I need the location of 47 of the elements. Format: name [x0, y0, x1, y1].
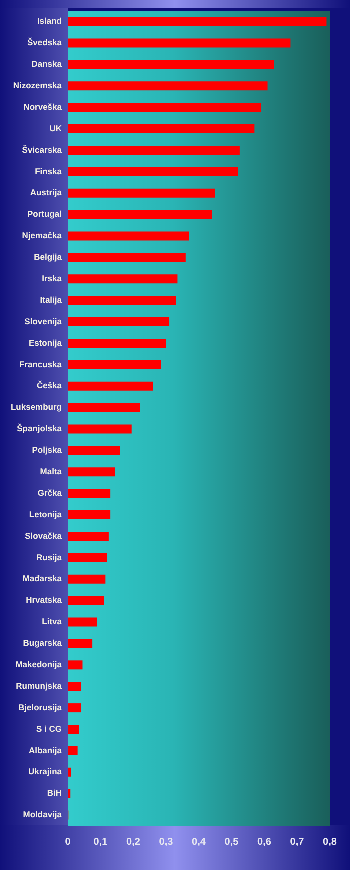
y-tick-label: Italija: [40, 294, 62, 305]
y-tick-label: Moldavija: [23, 810, 62, 820]
y-tick-label: S i CG: [36, 724, 62, 734]
y-tick-label: Njemačka: [22, 230, 62, 241]
y-tick-label: Irska: [42, 274, 62, 284]
y-tick-label: Belgija: [34, 252, 62, 262]
y-tick-label: Rusija: [36, 552, 62, 562]
y-tick-label: Norveška: [24, 102, 62, 112]
x-tick-label: 0,3: [159, 836, 174, 848]
y-tick-label: Austrija: [30, 188, 62, 198]
y-tick-label: Estonija: [28, 338, 62, 348]
y-tick-label: Finska: [35, 166, 62, 176]
x-tick-label: 0,1: [94, 836, 108, 848]
y-tick-label: Nizozemska: [13, 80, 62, 90]
y-tick-label: Poljska: [32, 445, 62, 456]
x-tick-label: 0,5: [224, 836, 240, 848]
y-tick-label: Češka: [36, 380, 62, 391]
y-tick-label: Francuska: [19, 359, 62, 370]
y-tick-label: Švicarska: [22, 144, 62, 155]
x-tick-label: 0,8: [323, 836, 338, 848]
y-tick-label: Slovenija: [24, 316, 62, 326]
y-tick-label: Albanija: [28, 745, 62, 756]
x-tick-label: 0,4: [192, 836, 206, 848]
y-tick-label: Danska: [32, 59, 62, 70]
y-tick-label: Bjelorusija: [18, 702, 62, 712]
y-tick-label: Ukrajina: [28, 766, 62, 777]
y-tick-label: Litva: [42, 616, 62, 627]
y-tick-label: Malta: [40, 466, 62, 477]
y-tick-label: Švedska: [28, 38, 62, 48]
y-tick-label: UK: [50, 123, 63, 134]
y-tick-label: Rumunjska: [16, 680, 62, 691]
y-tick-label: Grčka: [38, 488, 62, 498]
y-tick-label: Island: [37, 16, 62, 26]
x-tick-label: 0,2: [126, 836, 141, 848]
y-tick-label: Španjolska: [17, 424, 62, 434]
y-tick-label: Slovačka: [25, 530, 62, 541]
x-tick-label: 0: [65, 836, 72, 848]
y-tick-label: Luksemburg: [10, 402, 62, 412]
y-tick-label: BiH: [47, 788, 62, 798]
y-tick-label: Makedonija: [16, 660, 62, 670]
y-tick-label: Portugal: [28, 209, 62, 220]
y-tick-label: Bugarska: [23, 638, 62, 648]
y-tick-label: Mađarska: [22, 574, 62, 584]
x-tick-label: 0,7: [290, 836, 305, 848]
x-tick-label: 0,6: [258, 836, 272, 848]
y-tick-label: Letonija: [29, 509, 62, 520]
y-tick-label: Hrvatska: [26, 595, 62, 606]
